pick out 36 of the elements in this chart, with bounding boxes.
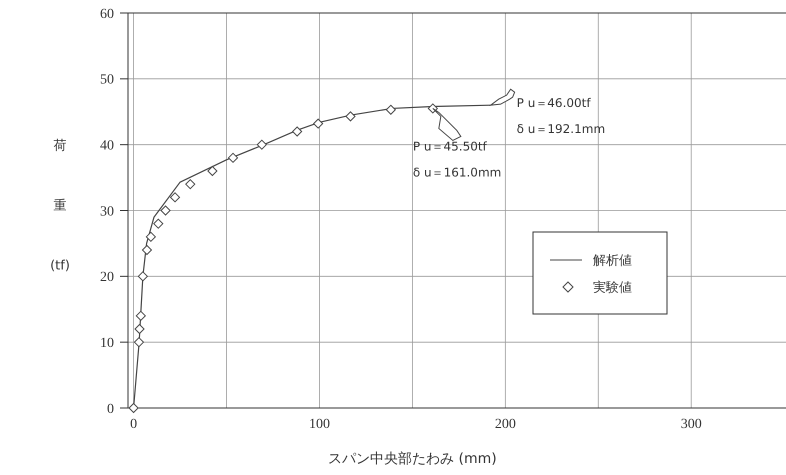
y-tick-label: 40	[100, 138, 114, 154]
x-tick-label: 0	[130, 417, 138, 432]
point	[428, 103, 438, 114]
point	[136, 310, 146, 321]
x-tick-label: 100	[308, 417, 330, 432]
y-tick-label: 20	[100, 270, 114, 286]
y-tick-label: 50	[100, 72, 114, 88]
point	[386, 104, 396, 115]
x-tick-label: 300	[680, 417, 702, 432]
y-tick-label: 10	[100, 336, 114, 352]
point	[146, 232, 156, 242]
legend-label: 解析値	[593, 254, 632, 269]
annotation: P u＝45.50tf δ u＝161.0mm	[412, 139, 502, 180]
point	[142, 245, 152, 255]
point	[160, 206, 171, 216]
point	[207, 166, 218, 176]
x-axis-title: スパン中央部たわみ (mm)	[328, 451, 497, 467]
point	[292, 126, 302, 136]
y-tick-label: 30	[100, 204, 114, 220]
point	[228, 152, 238, 163]
x-tick-label: 200	[494, 417, 516, 432]
legend-label: 実験値	[593, 280, 632, 296]
point	[128, 403, 139, 413]
text: 荷重(tf)	[50, 138, 70, 274]
point	[138, 271, 148, 282]
point	[185, 179, 196, 190]
point	[345, 111, 356, 122]
annotation: P u＝46.00tf δ u＝192.1mm	[516, 96, 606, 136]
point	[134, 337, 144, 348]
point	[170, 192, 180, 202]
point	[256, 140, 267, 150]
point	[153, 218, 164, 229]
point	[313, 118, 324, 129]
point	[134, 324, 145, 334]
y-tick-label: 0	[107, 402, 114, 417]
y-tick-label: 60	[100, 6, 114, 22]
